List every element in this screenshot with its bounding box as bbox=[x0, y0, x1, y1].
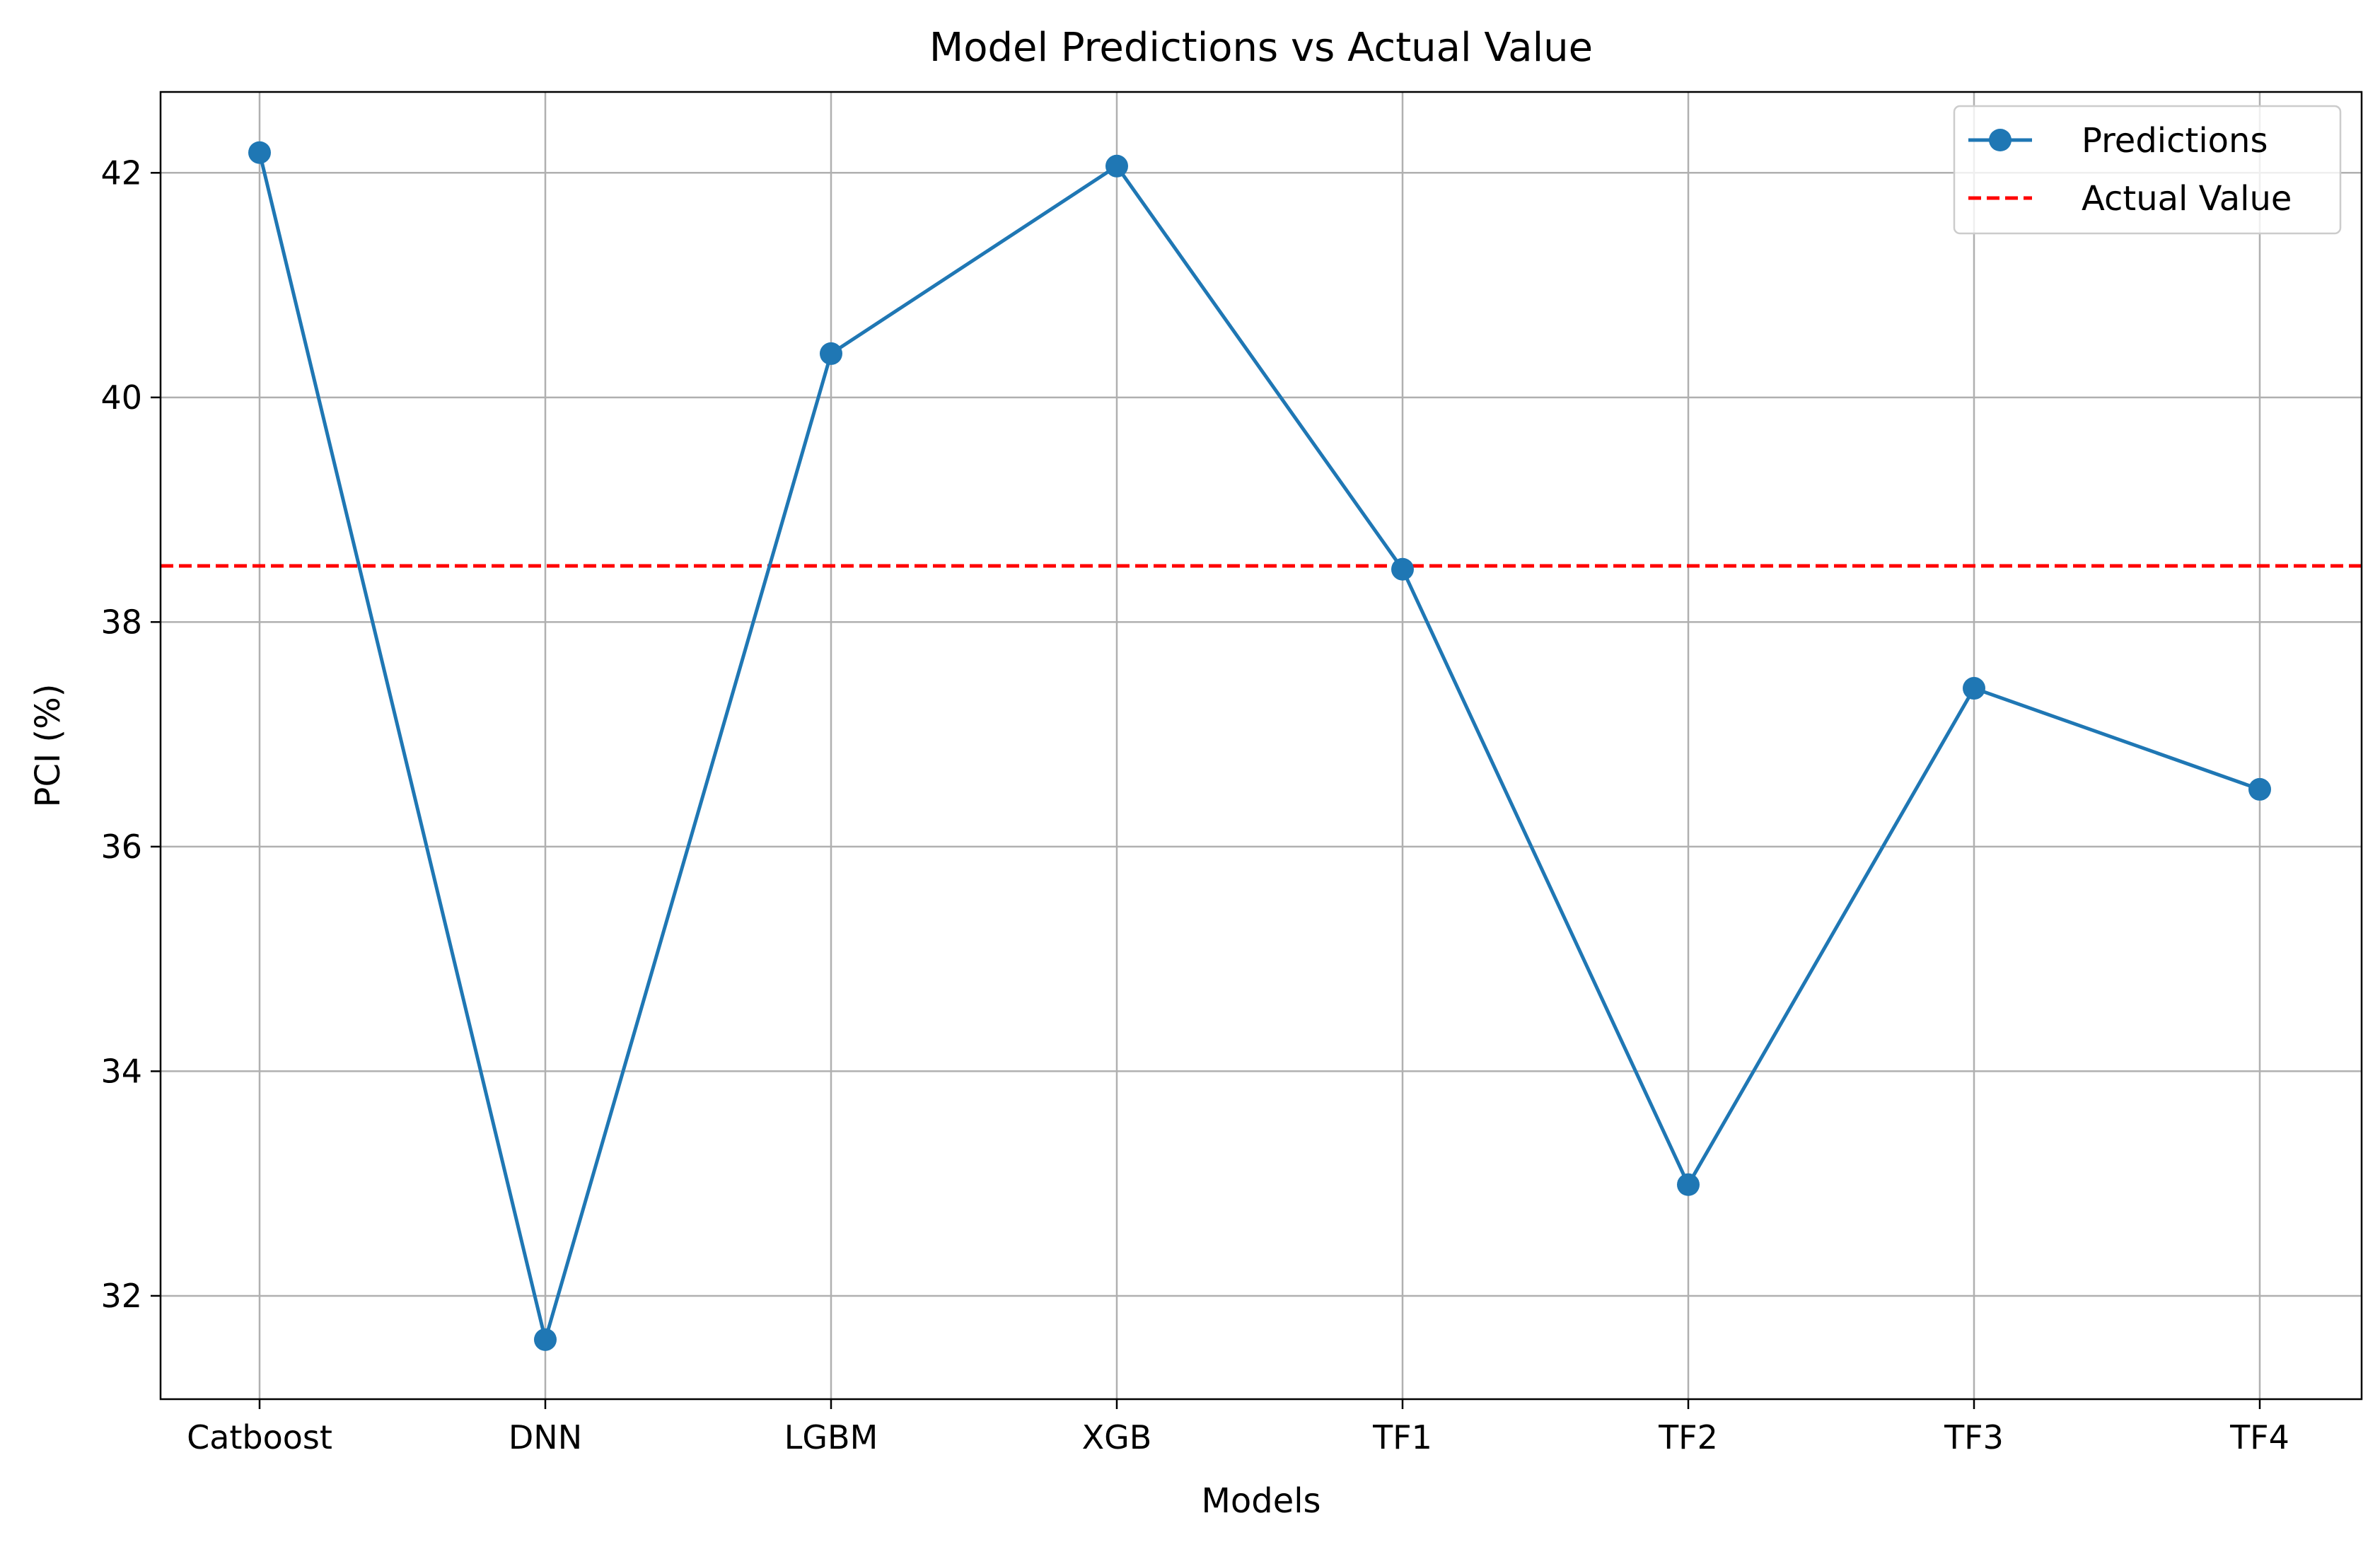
y-axis-label: PCI (%) bbox=[28, 684, 68, 808]
data-point-catboost bbox=[248, 141, 271, 164]
y-tick-label: 34 bbox=[100, 1052, 142, 1090]
x-tick-label: TF2 bbox=[1658, 1418, 1718, 1456]
x-tick-label: Catboost bbox=[187, 1418, 332, 1456]
x-tick-label: TF3 bbox=[1944, 1418, 2004, 1456]
y-tick-label: 42 bbox=[100, 153, 142, 192]
x-tick-label: XGB bbox=[1082, 1418, 1152, 1456]
series-layer bbox=[248, 141, 2271, 1351]
predictions-line bbox=[257, 152, 2260, 1342]
grid bbox=[161, 92, 2362, 1399]
data-point-tf1 bbox=[1391, 557, 1414, 581]
data-point-tf3 bbox=[1963, 677, 1985, 700]
data-point-tf2 bbox=[1677, 1173, 1700, 1196]
x-tick-label: DNN bbox=[509, 1418, 582, 1456]
data-point-xgb bbox=[1105, 154, 1128, 178]
x-axis-label: Models bbox=[1201, 1481, 1320, 1521]
y-tick-label: 36 bbox=[100, 828, 142, 866]
x-tick-label: LGBM bbox=[784, 1418, 878, 1456]
x-tick-label: TF1 bbox=[1372, 1418, 1432, 1456]
legend-predictions-marker bbox=[1989, 129, 2012, 151]
x-axis: Catboost DNN LGBM XGB TF1 TF2 TF3 TF4 bbox=[187, 1399, 2289, 1456]
chart-title: Model Predictions vs Actual Value bbox=[929, 25, 1593, 71]
legend: Predictions Actual Value bbox=[1953, 105, 2342, 235]
data-point-dnn bbox=[534, 1328, 557, 1351]
plot-frame bbox=[159, 91, 2363, 1401]
y-axis: 32 34 36 38 40 42 bbox=[100, 153, 161, 1315]
legend-box bbox=[1953, 105, 2342, 235]
y-tick-label: 40 bbox=[100, 378, 142, 417]
y-tick-label: 32 bbox=[100, 1277, 142, 1315]
legend-predictions-label: Predictions bbox=[2082, 121, 2268, 161]
y-tick-label: 38 bbox=[100, 603, 142, 641]
legend-actual-label: Actual Value bbox=[2082, 179, 2292, 219]
x-tick-label: TF4 bbox=[2229, 1418, 2289, 1456]
data-point-tf4 bbox=[2248, 777, 2271, 801]
data-point-lgbm bbox=[820, 342, 842, 365]
